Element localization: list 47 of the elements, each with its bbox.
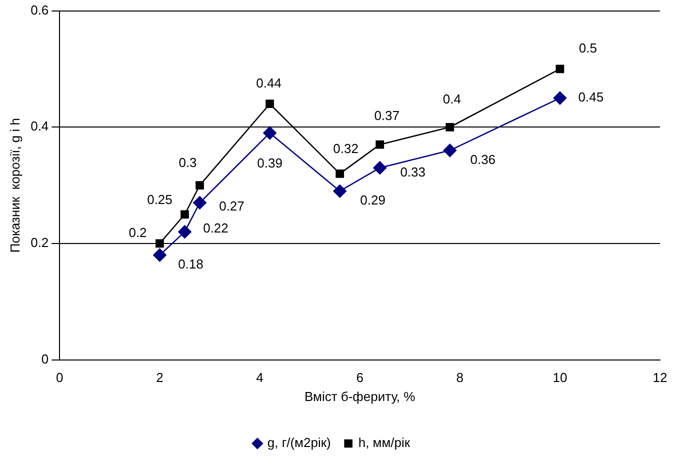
data-label: 0.33 <box>400 164 426 180</box>
x-tick-label: 12 <box>652 370 668 386</box>
point <box>156 239 164 248</box>
point <box>196 181 204 190</box>
data-label: 0.36 <box>470 152 496 167</box>
data-label: 0.18 <box>178 256 204 272</box>
point <box>556 64 564 74</box>
x-tick-label: 0 <box>56 370 64 386</box>
x-tick-label: 2 <box>156 370 164 386</box>
data-label: 0.5 <box>578 40 597 56</box>
point <box>446 122 454 132</box>
data-label: 0.27 <box>219 198 244 214</box>
point <box>266 100 274 108</box>
y-tick-label: 0 <box>41 351 49 366</box>
data-label: 0.37 <box>374 108 400 124</box>
x-tick-label: 4 <box>256 370 264 386</box>
point <box>193 196 206 210</box>
x-axis-title: Вміст б-фериту, % <box>304 388 416 404</box>
data-label: 0.25 <box>147 192 172 207</box>
legend-label: g, г/(м2рік) <box>267 435 331 450</box>
point <box>263 126 276 140</box>
data-label: 0.2 <box>128 225 147 240</box>
x-tick-label: 10 <box>552 370 568 386</box>
data-label: 0.3 <box>178 154 197 170</box>
data-label: 0.39 <box>257 156 282 171</box>
data-label: 0.22 <box>203 220 228 236</box>
data-label: 0.29 <box>360 192 386 208</box>
data-label: 0.45 <box>578 90 604 105</box>
x-tick-label: 6 <box>356 370 364 386</box>
data-label: 0.4 <box>442 92 461 107</box>
point <box>373 161 386 174</box>
legend-label: h, мм/рік <box>358 435 410 450</box>
y-tick-label: 0.6 <box>30 2 49 18</box>
point <box>333 184 346 198</box>
point <box>336 169 344 178</box>
y-tick-label: 0.2 <box>30 235 49 250</box>
point <box>180 210 189 219</box>
y-axis-title: Показник корозії, g і h <box>7 118 22 253</box>
point <box>443 144 457 158</box>
data-label: 0.44 <box>256 75 282 90</box>
point <box>153 248 166 262</box>
point <box>376 140 384 149</box>
point <box>553 91 567 105</box>
y-tick-label: 0.4 <box>30 118 49 134</box>
x-tick-label: 8 <box>456 370 464 386</box>
data-label: 0.32 <box>333 141 358 156</box>
point <box>178 225 192 238</box>
